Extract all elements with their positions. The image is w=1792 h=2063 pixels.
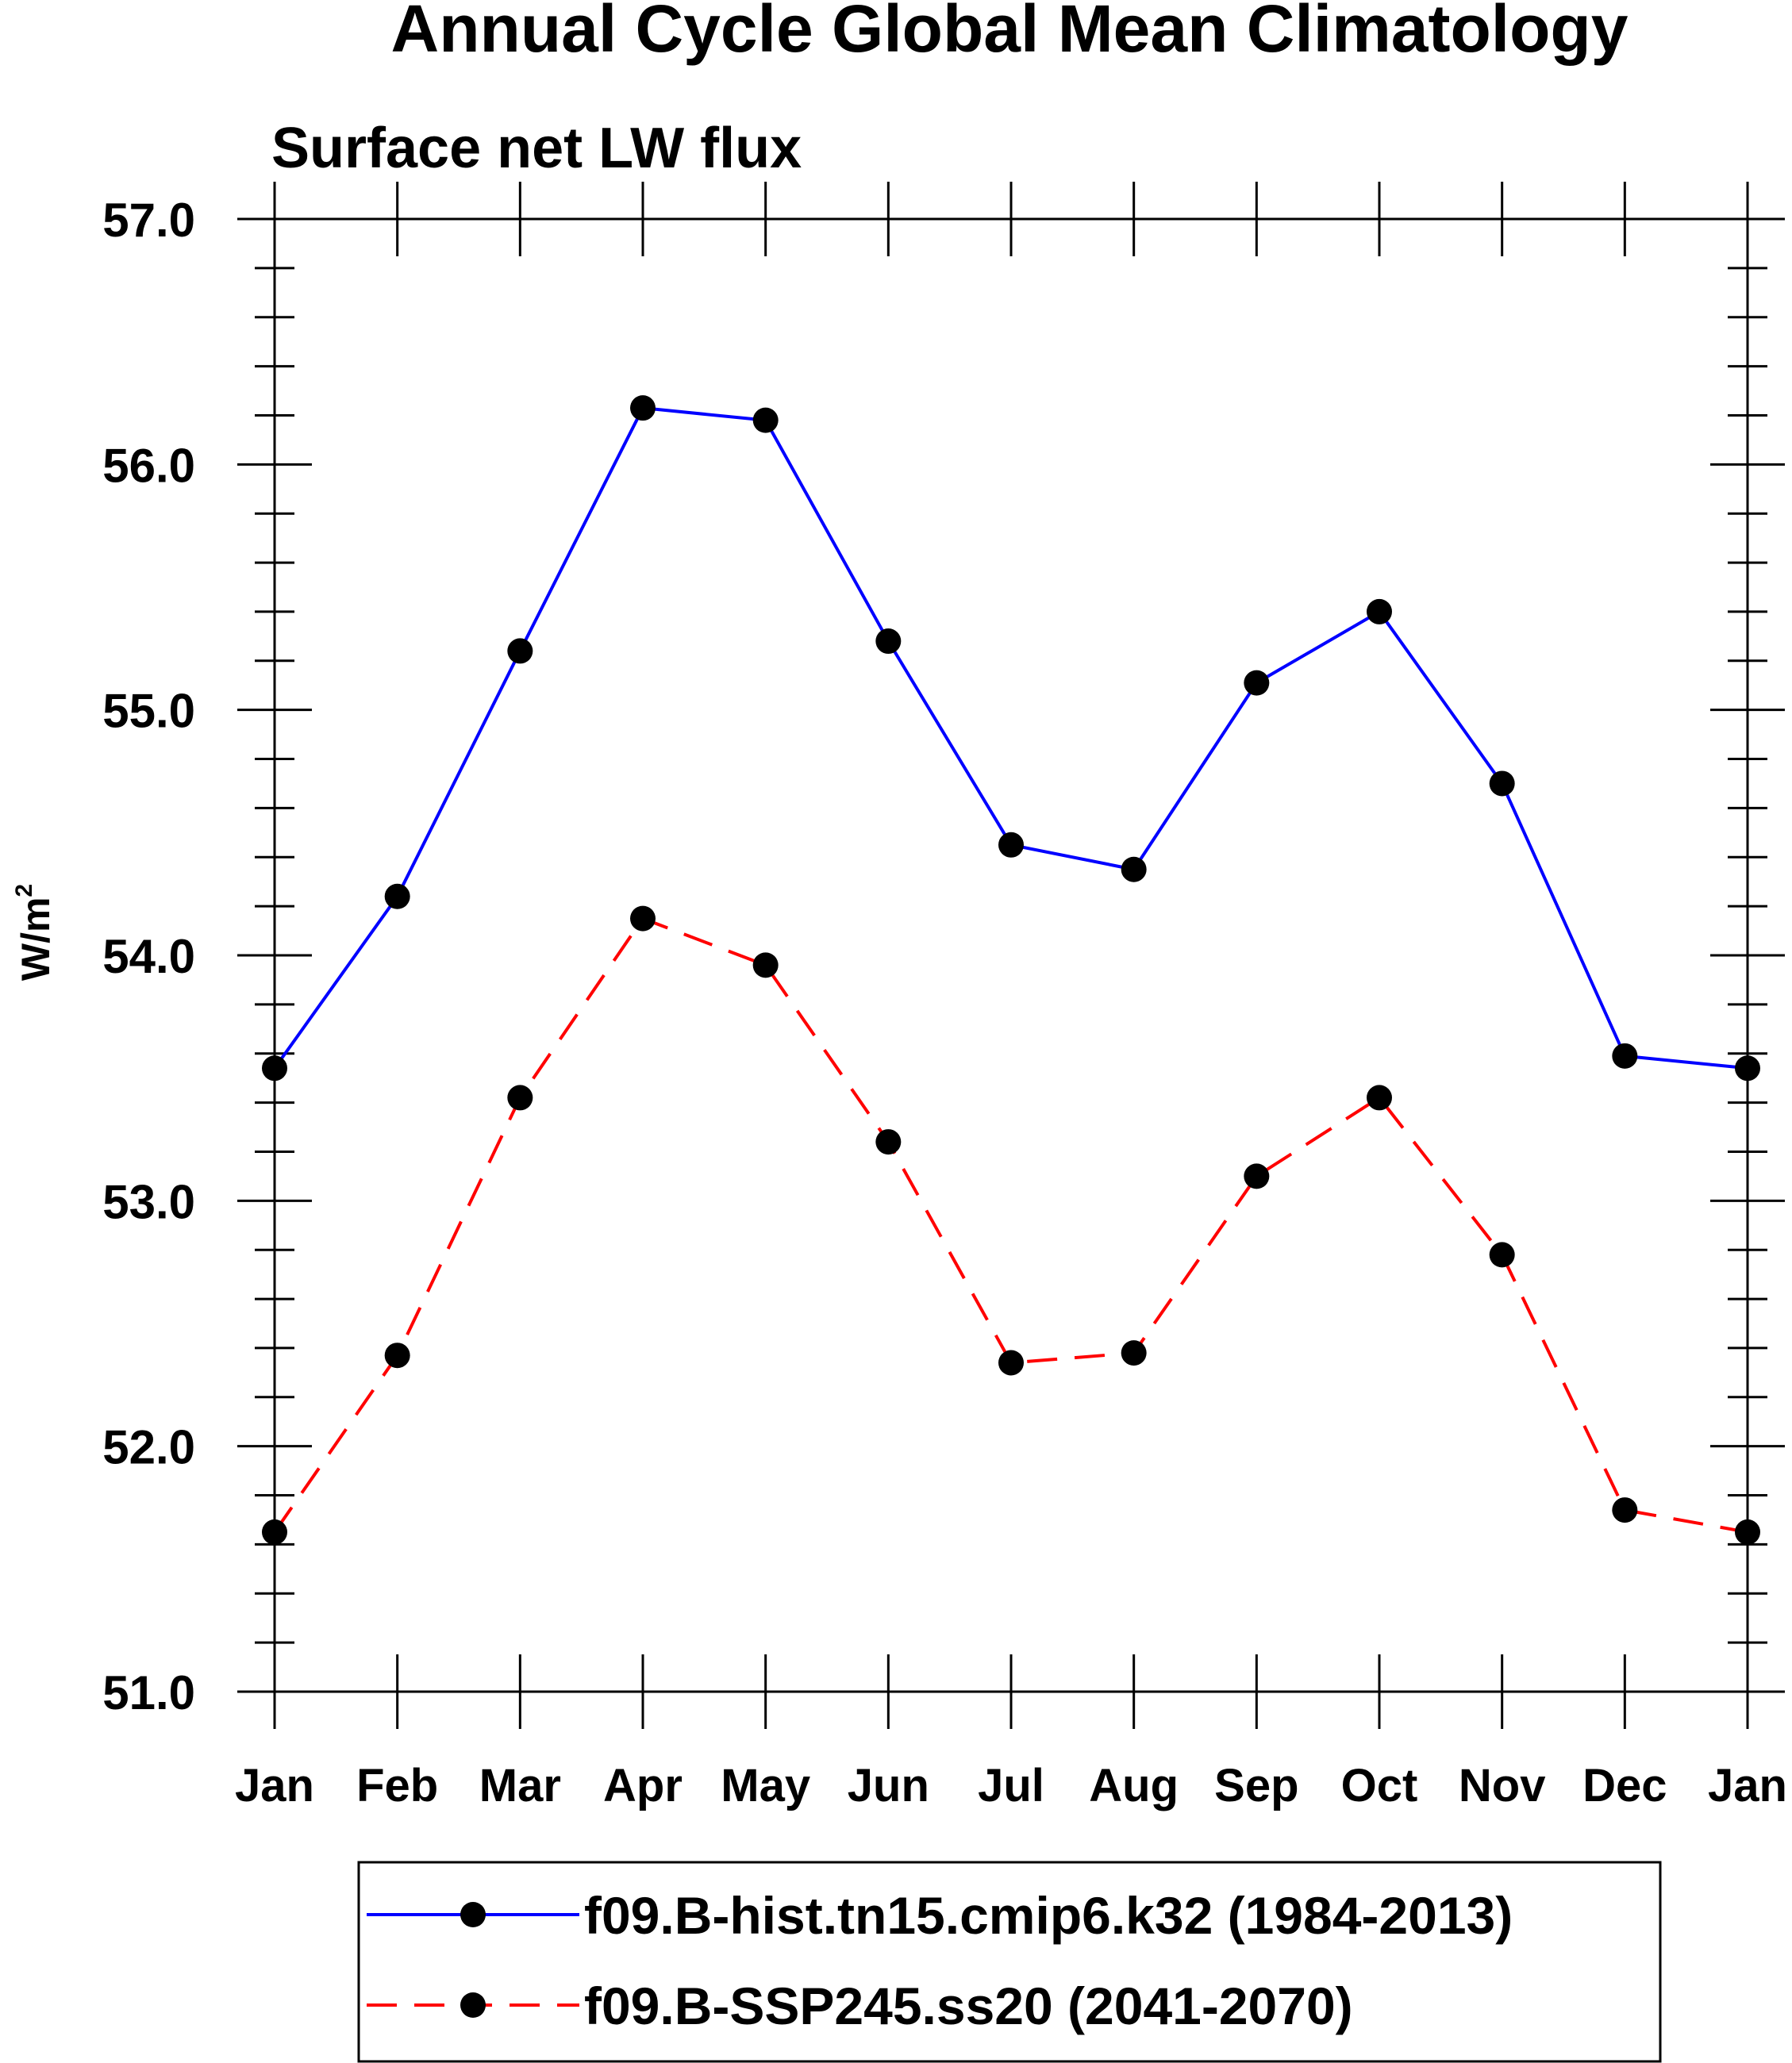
x-tick-label: Apr: [603, 1760, 683, 1811]
plot-frame: [273, 217, 1749, 1693]
y-tick-label: 57.0: [102, 194, 195, 247]
series-1-point: [998, 832, 1024, 858]
series-1-point: [1121, 856, 1147, 882]
series-1-point: [1489, 770, 1515, 797]
y-tick-label: 51.0: [102, 1666, 195, 1719]
x-tick-label: Jul: [978, 1760, 1044, 1811]
series-1-point: [1612, 1043, 1638, 1069]
y-tick-label: 54.0: [102, 930, 195, 983]
legend-box: [357, 1861, 1662, 2063]
series-line-1: [273, 406, 1748, 1070]
x-tick-label: May: [721, 1760, 810, 1811]
chart-subtitle: Surface net LW flux: [271, 117, 802, 180]
series-line-2: [273, 916, 1748, 1534]
series-1-point: [384, 883, 410, 909]
series-2-point: [1612, 1497, 1638, 1523]
x-tick-label: Sep: [1214, 1760, 1298, 1811]
x-tick-label: Jun: [848, 1760, 929, 1811]
legend-label-2: f09.B-SSP245.ss20 (2041-2070): [584, 1977, 1353, 2035]
series-2-point: [1121, 1340, 1147, 1366]
legend-marker-2: [460, 1992, 486, 2018]
y-tick-label: 53.0: [102, 1175, 195, 1228]
series-1-point: [507, 638, 533, 664]
legend-label-1: f09.B-hist.tn15.cmip6.k32 (1984-2013): [584, 1886, 1513, 1945]
y-tick-label: 56.0: [102, 439, 195, 492]
chart-title: Annual Cycle Global Mean Climatology: [391, 0, 1629, 66]
x-tick-label: Aug: [1089, 1760, 1179, 1811]
series-1-point: [875, 628, 902, 655]
series-2-point: [875, 1129, 902, 1155]
series-layer: [262, 395, 1760, 1545]
x-tick-label: Oct: [1341, 1760, 1418, 1811]
series-1-point: [1367, 598, 1392, 624]
series-2-point: [998, 1350, 1024, 1376]
x-tick-label: Jan: [235, 1760, 314, 1811]
x-tick-label: Jan: [1708, 1760, 1787, 1811]
series-2-point: [1244, 1163, 1270, 1189]
x-tick-label: Dec: [1582, 1760, 1667, 1811]
series-2-point: [384, 1343, 410, 1369]
legend: f09.B-hist.tn15.cmip6.k32 (1984-2013) f09…: [357, 1861, 1662, 2063]
series-2-point: [1489, 1242, 1515, 1268]
series-2-point: [507, 1085, 533, 1111]
y-tick-label: 55.0: [102, 685, 195, 738]
series-1-point: [752, 407, 779, 433]
x-tick-label: Mar: [479, 1760, 561, 1811]
legend-marker-1: [460, 1902, 486, 1927]
y-tick-label: 52.0: [102, 1421, 195, 1474]
series-1-point: [630, 395, 656, 421]
x-tick-label: Nov: [1459, 1760, 1546, 1811]
series-1-point: [1244, 670, 1270, 696]
series-2-point: [752, 952, 779, 978]
series-2-point: [1367, 1085, 1392, 1111]
series-2-point: [630, 905, 656, 932]
y-axis-label: W/m2: [11, 884, 58, 981]
axis-ticks: 51.0 52.0 53.0 54.0 55.0 56.0 57.0 Jan Feb Mar Apr…: [102, 182, 1787, 1811]
x-tick-label: Feb: [356, 1760, 438, 1811]
